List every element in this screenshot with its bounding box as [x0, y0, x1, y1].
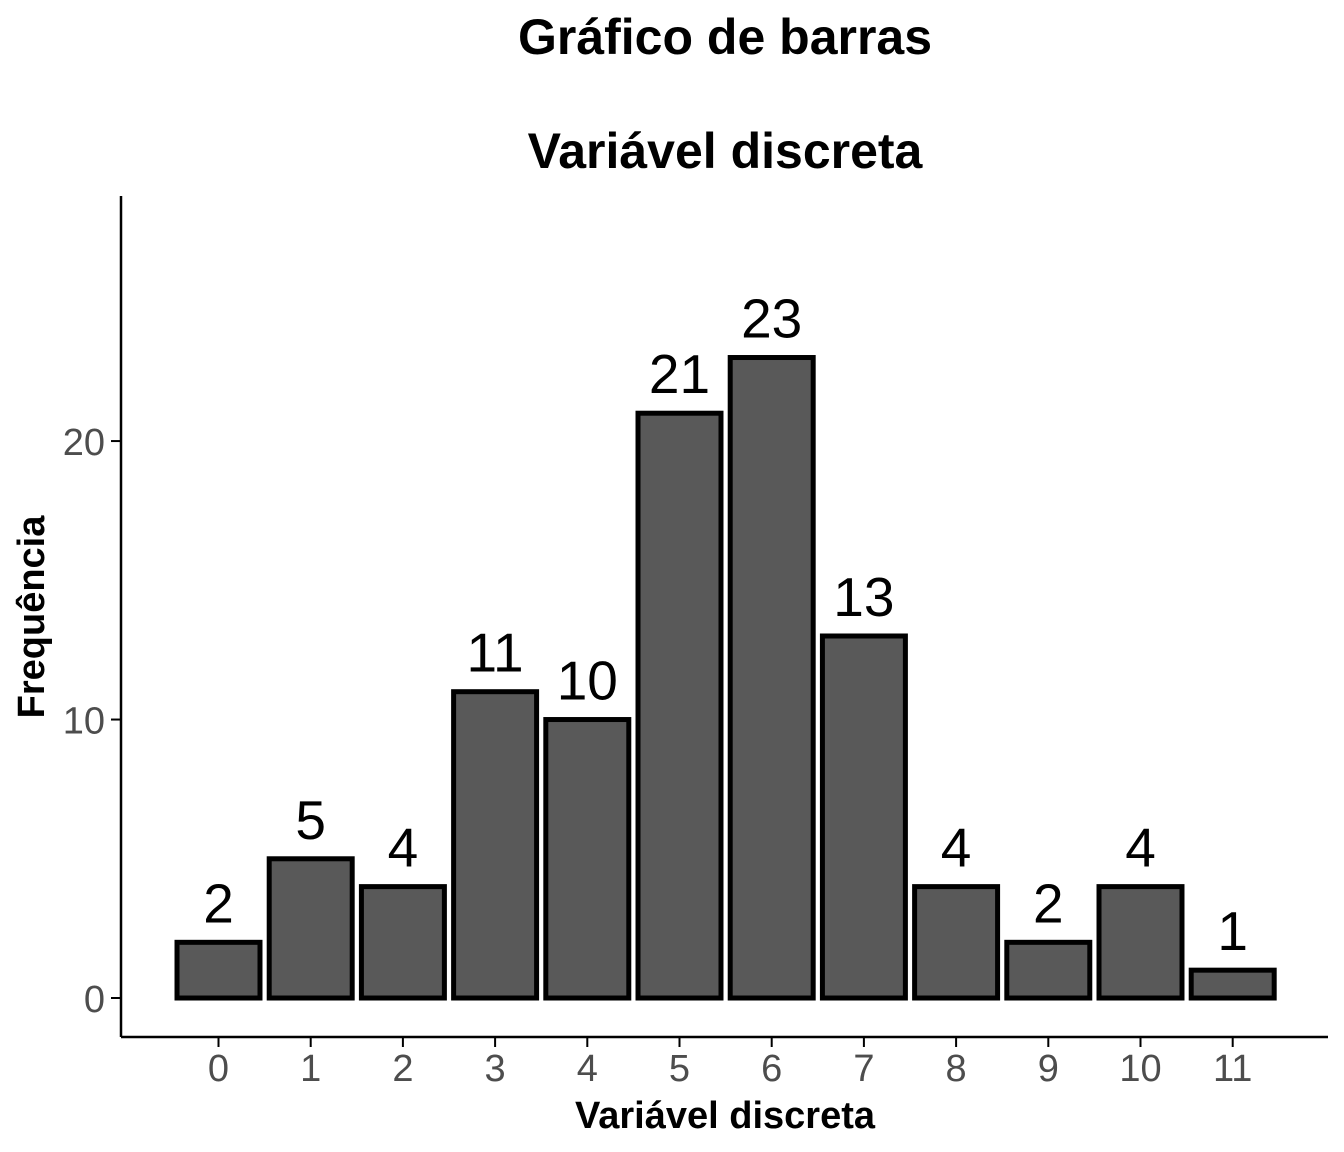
x-axis: 0 1 2 3 4 5 6 7 8 9 10 11	[121, 1035, 1328, 1090]
x-tick-label-1: 1	[300, 1048, 321, 1090]
chart-subtitle: Variável discreta	[528, 123, 924, 179]
y-axis-title: Frequência	[11, 515, 53, 719]
bar-2	[358, 884, 447, 1001]
x-axis-title: Variável discreta	[575, 1095, 876, 1137]
y-tick-label-20: 20	[63, 422, 105, 464]
data-label-10: 4	[1125, 817, 1156, 879]
chart-title: Gráfico de barras	[518, 9, 932, 65]
x-tick-label-5: 5	[669, 1048, 690, 1090]
bars-group	[174, 355, 1277, 1001]
data-label-2: 4	[388, 817, 419, 879]
bar-0	[174, 939, 263, 1001]
y-tick-label-0: 0	[84, 979, 105, 1021]
data-label-6: 23	[741, 288, 802, 350]
bar-10	[1096, 884, 1185, 1001]
y-axis: 0 10 20	[63, 196, 123, 1037]
x-tick-label-11: 11	[1213, 1048, 1252, 1090]
data-label-3: 11	[467, 622, 524, 684]
x-tick-label-10: 10	[1119, 1048, 1161, 1090]
bar-11	[1188, 967, 1277, 1001]
data-label-9: 2	[1033, 872, 1064, 934]
x-tick-label-2: 2	[392, 1048, 413, 1090]
data-label-5: 21	[649, 343, 710, 405]
bar-7	[819, 633, 908, 1001]
x-tick-label-3: 3	[485, 1048, 506, 1090]
bar-1	[266, 856, 355, 1001]
y-tick-label-10: 10	[63, 701, 105, 743]
x-tick-label-0: 0	[208, 1048, 229, 1090]
x-tick-label-6: 6	[761, 1048, 782, 1090]
bar-3	[451, 689, 540, 1001]
x-tick-label-8: 8	[946, 1048, 967, 1090]
x-tick-label-7: 7	[853, 1048, 874, 1090]
bar-5	[635, 410, 724, 1001]
x-tick-label-9: 9	[1038, 1048, 1059, 1090]
data-label-8: 4	[941, 817, 972, 879]
data-label-4: 10	[557, 650, 618, 712]
bar-4	[543, 717, 632, 1001]
bar-9	[1004, 939, 1093, 1001]
data-label-0: 2	[203, 872, 234, 934]
bar-8	[912, 884, 1001, 1001]
data-label-7: 13	[833, 566, 894, 628]
data-label-1: 5	[295, 789, 326, 851]
bar-6	[727, 355, 816, 1001]
data-label-11: 1	[1217, 900, 1248, 962]
x-tick-label-4: 4	[577, 1048, 598, 1090]
